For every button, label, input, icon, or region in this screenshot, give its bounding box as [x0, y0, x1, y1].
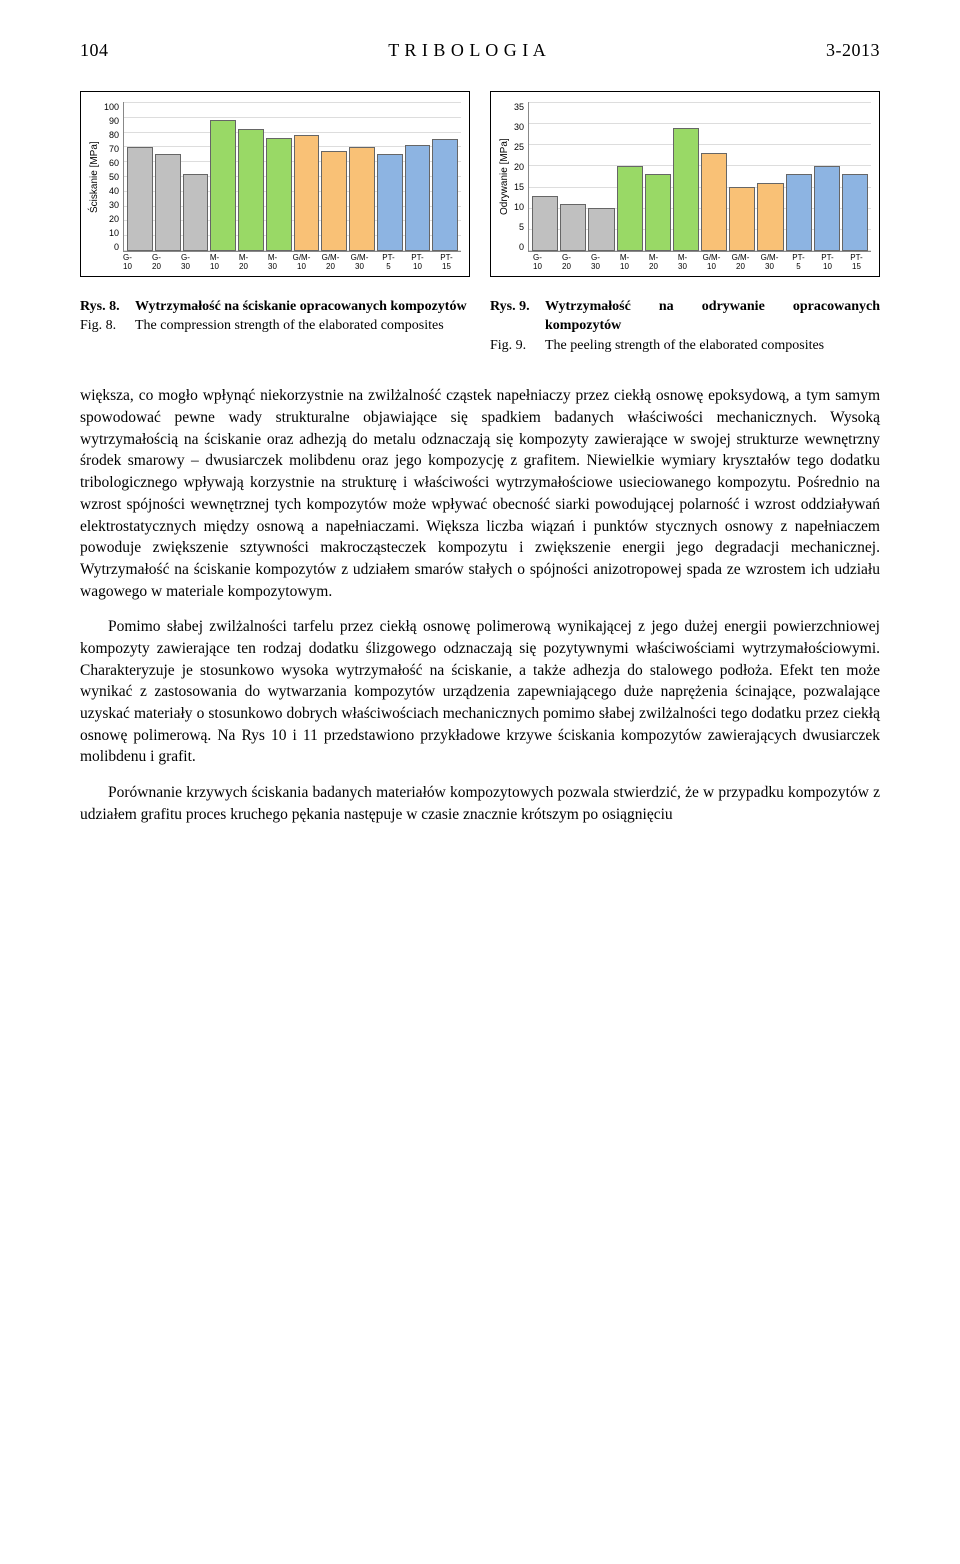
x-label: M-20 — [639, 254, 668, 272]
page-header: 104 T R I B O L O G I A 3-2013 — [80, 40, 880, 61]
x-label: G/M-20 — [726, 254, 755, 272]
rys-text-8: Wytrzymałość na ściskanie opracowanych k… — [135, 297, 470, 317]
y-ticks-right: 35302520151050 — [514, 102, 528, 252]
bar — [349, 147, 375, 251]
y-axis-label-left: Ściskanie [MPa] — [89, 102, 100, 252]
compression-chart: Ściskanie [MPa] 1009080706050403020100 G… — [80, 91, 470, 277]
bar — [560, 204, 586, 251]
rys-label-8: Rys. 8. — [80, 297, 135, 317]
x-label: M-30 — [668, 254, 697, 272]
journal-title: T R I B O L O G I A — [388, 40, 546, 61]
bar — [645, 174, 671, 251]
body-paragraph-3: Porównanie krzywych ściskania badanych m… — [80, 782, 880, 825]
bar — [814, 166, 840, 251]
bar — [127, 147, 153, 251]
charts-row: Ściskanie [MPa] 1009080706050403020100 G… — [80, 91, 880, 277]
x-label: G-20 — [552, 254, 581, 272]
bar — [757, 183, 783, 251]
x-label: G/M-10 — [287, 254, 316, 272]
fig-label-8: Fig. 8. — [80, 316, 135, 336]
x-label: PT-10 — [813, 254, 842, 272]
x-label: PT-5 — [374, 254, 403, 272]
y-axis-label-right: Odrywanie [MPa] — [499, 102, 510, 252]
x-label: M-20 — [229, 254, 258, 272]
plot-area-right — [528, 102, 871, 252]
x-label: PT-15 — [842, 254, 871, 272]
x-label: G-10 — [523, 254, 552, 272]
body-paragraph-2: Pomimo słabej zwilżalności tarfelu przez… — [80, 616, 880, 768]
x-label: G-20 — [142, 254, 171, 272]
bar — [155, 154, 181, 251]
bar — [266, 138, 292, 251]
x-label: G/M-20 — [316, 254, 345, 272]
rys-label-9: Rys. 9. — [490, 297, 545, 336]
x-label: PT-5 — [784, 254, 813, 272]
bar — [729, 187, 755, 251]
x-label: M-10 — [610, 254, 639, 272]
x-label: G/M-30 — [755, 254, 784, 272]
x-label: PT-15 — [432, 254, 461, 272]
bar — [786, 174, 812, 251]
issue-number: 3-2013 — [826, 40, 880, 61]
fig-text-8: The compression strength of the elaborat… — [135, 316, 470, 336]
x-label: PT-10 — [403, 254, 432, 272]
y-ticks-left: 1009080706050403020100 — [104, 102, 123, 252]
bar — [673, 128, 699, 251]
bar — [294, 135, 320, 251]
bar — [532, 196, 558, 251]
x-label: G-30 — [581, 254, 610, 272]
caption-left: Rys. 8. Wytrzymałość na ściskanie opraco… — [80, 297, 470, 356]
rys-text-9: Wytrzymałość na odrywanie opracowanych k… — [545, 297, 880, 336]
bar — [405, 145, 431, 251]
x-label: G/M-30 — [345, 254, 374, 272]
bar — [377, 154, 403, 251]
x-label: G/M-10 — [697, 254, 726, 272]
captions-row: Rys. 8. Wytrzymałość na ściskanie opraco… — [80, 297, 880, 356]
peeling-chart: Odrywanie [MPa] 35302520151050 G-10G-20G… — [490, 91, 880, 277]
bar — [588, 208, 614, 251]
x-labels-right: G-10G-20G-30M-10M-20M-30G/M-10G/M-20G/M-… — [499, 254, 871, 272]
bar — [842, 174, 868, 251]
x-label: G-30 — [171, 254, 200, 272]
bar — [617, 166, 643, 251]
bar — [321, 151, 347, 251]
x-label: G-10 — [113, 254, 142, 272]
bar — [238, 129, 264, 251]
x-label: M-10 — [200, 254, 229, 272]
bar — [210, 120, 236, 251]
page-number: 104 — [80, 40, 109, 61]
x-label: M-30 — [258, 254, 287, 272]
body-paragraph-1: większa, co mogło wpłynąć niekorzystnie … — [80, 385, 880, 602]
fig-label-9: Fig. 9. — [490, 336, 545, 356]
bar — [701, 153, 727, 251]
fig-text-9: The peeling strength of the elaborated c… — [545, 336, 880, 356]
plot-area-left — [123, 102, 461, 252]
bar — [432, 139, 458, 251]
x-labels-left: G-10G-20G-30M-10M-20M-30G/M-10G/M-20G/M-… — [89, 254, 461, 272]
caption-right: Rys. 9. Wytrzymałość na odrywanie opraco… — [490, 297, 880, 356]
bar — [183, 174, 209, 251]
